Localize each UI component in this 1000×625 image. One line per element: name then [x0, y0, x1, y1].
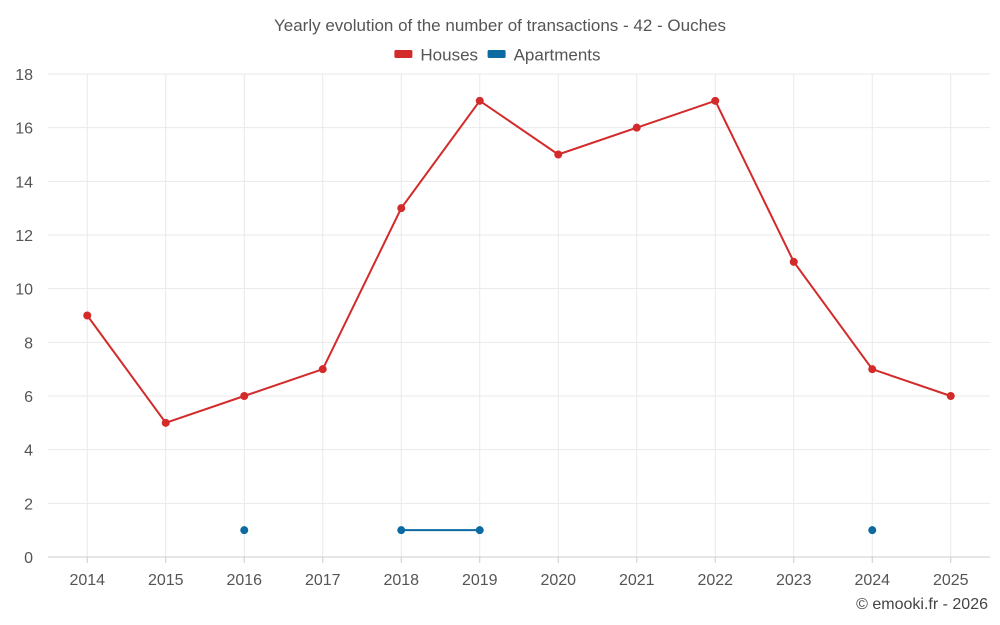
- legend-swatch: [394, 50, 413, 58]
- x-tick-label: 2022: [697, 572, 733, 589]
- apartments-point[interactable]: [240, 526, 249, 535]
- series: [83, 96, 955, 535]
- houses-point[interactable]: [397, 204, 406, 213]
- y-tick-label: 8: [24, 335, 33, 352]
- x-tick-label: 2018: [383, 572, 419, 589]
- houses-point[interactable]: [161, 418, 170, 427]
- x-tick-label: 2025: [933, 572, 969, 589]
- y-tick-label: 10: [15, 282, 33, 299]
- series-apartments: [240, 526, 877, 535]
- grid: [48, 73, 990, 557]
- x-tick-label: 2016: [226, 572, 262, 589]
- x-tick-label: 2014: [69, 572, 105, 589]
- x-tick-label: 2019: [462, 572, 498, 589]
- houses-point[interactable]: [632, 123, 641, 132]
- chart-legend: Houses Apartments: [394, 46, 601, 65]
- legend-swatch: [487, 50, 506, 58]
- apartments-point[interactable]: [868, 526, 877, 535]
- x-tick-label: 2020: [540, 572, 576, 589]
- y-tick-label: 16: [15, 121, 33, 138]
- houses-point[interactable]: [554, 150, 563, 159]
- apartments-point[interactable]: [397, 526, 406, 535]
- y-tick-label: 4: [24, 443, 33, 460]
- apartments-point[interactable]: [475, 526, 484, 535]
- houses-line: [86, 99, 952, 425]
- x-tick-label: 2024: [854, 572, 890, 589]
- y-tick-label: 0: [24, 550, 33, 567]
- houses-point[interactable]: [240, 392, 249, 400]
- houses-point[interactable]: [946, 392, 955, 400]
- x-tick-label: 2023: [776, 572, 812, 589]
- x-tick-label: 2021: [619, 572, 655, 589]
- y-tick-label: 12: [15, 228, 33, 245]
- credit-text: © emooki.fr - 2026: [856, 596, 988, 613]
- legend-label: Apartments: [514, 46, 601, 65]
- y-tick-label: 2: [24, 496, 33, 513]
- houses-point[interactable]: [318, 365, 327, 374]
- houses-point[interactable]: [789, 257, 798, 266]
- houses-point[interactable]: [868, 365, 877, 374]
- houses-point[interactable]: [711, 96, 720, 105]
- x-tick-label: 2017: [305, 572, 341, 589]
- series-houses: [83, 96, 955, 427]
- axes: 0 2 4 6 8 10 12 14 16 18 2014 2015 2016 2017 2018 2019 2…: [15, 67, 990, 589]
- chart-title: Yearly evolution of the number of transa…: [274, 16, 726, 35]
- legend-label: Houses: [420, 46, 478, 65]
- x-tick-label: 2015: [148, 572, 184, 589]
- legend-item-apartments[interactable]: Apartments: [487, 46, 601, 65]
- houses-point[interactable]: [475, 96, 484, 105]
- houses-point[interactable]: [83, 311, 92, 320]
- y-tick-label: 14: [15, 174, 33, 191]
- legend-item-houses[interactable]: Houses: [394, 46, 478, 65]
- y-tick-label: 6: [24, 389, 33, 406]
- y-tick-label: 18: [15, 67, 33, 84]
